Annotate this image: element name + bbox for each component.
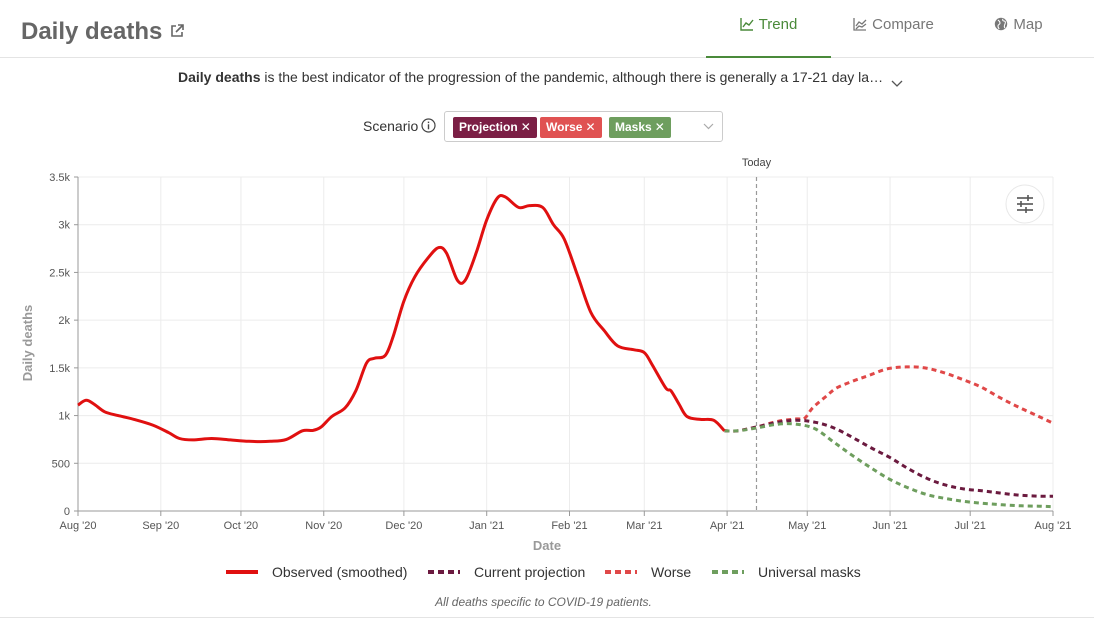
description-text: is the best indicator of the progression…	[260, 69, 884, 85]
y-axis: 0 500 1k 1.5k 2k 2.5k 3k 3.5k	[49, 172, 78, 518]
sliders-icon	[1017, 195, 1033, 213]
legend-label: Current projection	[474, 564, 585, 580]
chart-settings-button[interactable]	[1005, 184, 1045, 224]
tab-label: Trend	[758, 16, 798, 33]
today-marker: Today	[742, 157, 772, 511]
x-tick-label: Apr '21	[710, 520, 745, 532]
chip-projection: Projection ✕	[453, 117, 537, 138]
y-tick-label: 2.5k	[49, 267, 70, 279]
x-tick-label: Aug '21	[1035, 520, 1072, 532]
daily-deaths-chart: 0 500 1k 1.5k 2k 2.5k 3k 3.5k Aug '20 Sep '20 Oct…	[20, 157, 1072, 580]
x-tick-label: Dec '20	[385, 520, 422, 532]
tab-map[interactable]: Map	[956, 16, 1081, 56]
legend-item-projection[interactable]: Current projection	[428, 564, 585, 580]
series-lines	[77, 193, 1054, 509]
scenario-select[interactable]: Projection ✕ Worse ✕ Masks ✕	[444, 111, 723, 142]
x-tick-label: Aug '20	[60, 520, 97, 532]
legend-label: Universal masks	[758, 564, 861, 580]
chip-label: Worse	[546, 120, 583, 134]
chevron-down-icon[interactable]	[891, 80, 903, 88]
y-tick-label: 0	[64, 506, 70, 518]
trend-icon	[739, 18, 754, 31]
page-title: Daily deaths	[21, 18, 163, 45]
y-tick-label: 1k	[58, 411, 70, 423]
compare-icon	[853, 18, 867, 31]
legend-item-masks[interactable]: Universal masks	[712, 564, 861, 580]
remove-icon[interactable]: ✕	[654, 120, 665, 134]
x-tick-label: Oct '20	[224, 520, 259, 532]
x-tick-label: Jul '21	[954, 520, 985, 532]
tab-trend[interactable]: Trend	[706, 16, 831, 58]
grid	[77, 176, 1054, 512]
x-tick-label: Jun '21	[872, 520, 907, 532]
today-label: Today	[742, 157, 772, 169]
info-icon[interactable]	[421, 118, 436, 133]
series-line-masks	[724, 422, 1054, 509]
series-line-worse	[724, 365, 1054, 433]
x-tick-label: Jan '21	[469, 520, 504, 532]
x-axis: Aug '20 Sep '20 Oct '20 Nov '20 Dec '20 Jan '…	[60, 511, 1072, 532]
tab-compare[interactable]: Compare	[831, 16, 956, 56]
y-axis-title: Daily deaths	[20, 305, 35, 382]
external-link-icon[interactable]	[170, 24, 184, 38]
x-tick-label: Feb '21	[551, 520, 587, 532]
legend: Observed (smoothed) Current projection Wor…	[226, 564, 861, 580]
legend-item-observed[interactable]: Observed (smoothed)	[226, 564, 407, 580]
legend-item-worse[interactable]: Worse	[605, 564, 691, 580]
y-tick-label: 500	[52, 458, 70, 470]
chip-label: Masks	[615, 120, 652, 134]
y-tick-label: 3k	[58, 220, 70, 232]
x-axis-title: Date	[533, 538, 561, 553]
series-line-observed	[77, 193, 726, 444]
chip-masks: Masks ✕	[609, 117, 671, 138]
divider	[0, 617, 1094, 618]
tab-label: Compare	[872, 16, 934, 33]
footnote: All deaths specific to COVID-19 patients…	[435, 595, 652, 609]
y-tick-label: 1.5k	[49, 363, 70, 375]
chip-worse: Worse ✕	[540, 117, 602, 138]
description: Daily deaths is the best indicator of th…	[178, 69, 883, 85]
description-bold: Daily deaths	[178, 69, 261, 85]
scenario-label: Scenario	[363, 118, 419, 134]
remove-icon[interactable]: ✕	[585, 120, 596, 134]
series-line-projection	[724, 418, 1054, 498]
remove-icon[interactable]: ✕	[520, 120, 531, 134]
y-tick-label: 2k	[58, 315, 70, 327]
x-tick-label: May '21	[788, 520, 826, 532]
chevron-down-icon[interactable]	[703, 123, 714, 130]
header: Daily deaths Trend Compare Map	[0, 0, 1094, 58]
x-tick-label: Nov '20	[305, 520, 342, 532]
legend-label: Worse	[651, 564, 691, 580]
y-tick-label: 3.5k	[49, 172, 70, 184]
chip-label: Projection	[459, 120, 518, 134]
x-tick-label: Sep '20	[142, 520, 179, 532]
legend-label: Observed (smoothed)	[272, 564, 407, 580]
x-tick-label: Mar '21	[626, 520, 662, 532]
tab-label: Map	[1013, 16, 1043, 33]
globe-icon	[995, 17, 1008, 31]
